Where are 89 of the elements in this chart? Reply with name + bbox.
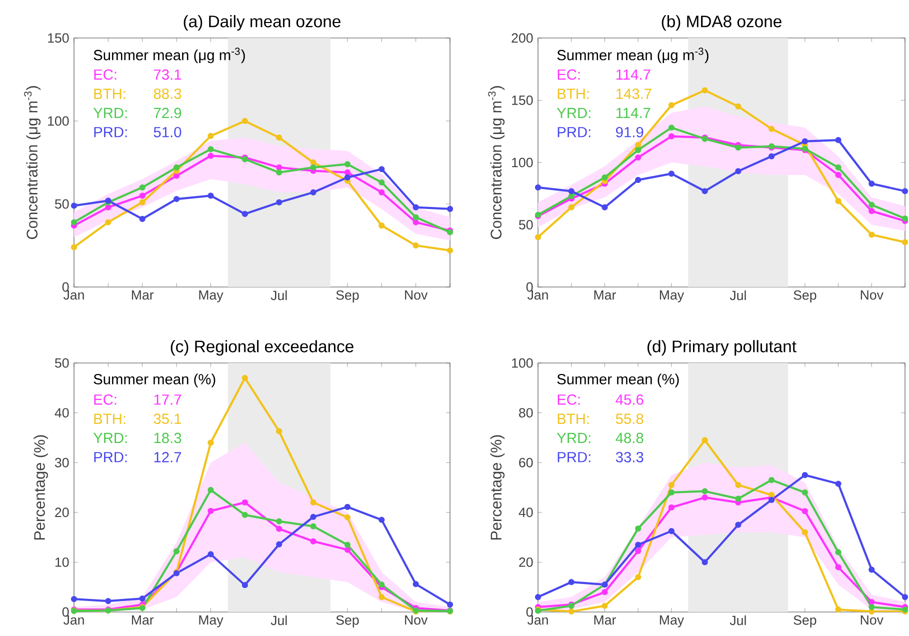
x-tick-label: Nov xyxy=(405,290,428,300)
chart-title: (c) Regional exceedance xyxy=(170,340,354,356)
annotation: 12.7 xyxy=(154,452,182,462)
x-tick-label: Mar xyxy=(132,290,154,300)
x-tick-label: Jan xyxy=(527,615,548,625)
annotation: 88.3 xyxy=(154,88,182,99)
y-tick-label: 0 xyxy=(526,282,533,292)
y-axis-title: Percentage (%) xyxy=(490,435,505,540)
y-tick-label: 20 xyxy=(55,508,69,518)
x-tick-label: Jan xyxy=(527,290,548,300)
text: BTH: xyxy=(558,414,589,424)
x-tick-label: Sep xyxy=(794,290,816,302)
text: YRD: xyxy=(556,108,590,118)
x-tick-label: Nov xyxy=(860,290,884,300)
x-tick-label: Nov xyxy=(405,615,428,625)
x-tick-label: May xyxy=(199,290,224,302)
x-tick-label: Jul xyxy=(730,290,746,300)
y-tick-label: 0 xyxy=(526,607,533,617)
y-tick-label: 50 xyxy=(519,220,533,230)
y-tick-label: 50 xyxy=(55,358,69,368)
y-tick-label: 40 xyxy=(518,508,533,518)
x-tick-label: May xyxy=(660,290,684,302)
y-tick-label: 100 xyxy=(512,358,533,368)
text: BTH: xyxy=(94,414,126,424)
x-tick-label: Jul xyxy=(730,615,746,626)
x-tick-label: Sep xyxy=(336,290,359,302)
annotation: 114.7 xyxy=(616,70,650,80)
annotation: 91.9 xyxy=(616,126,644,138)
y-tick-label: 0 xyxy=(62,282,69,292)
y-axis-title: Concentration (μg m$^{-3}$) xyxy=(24,86,41,239)
y-tick-label: 80 xyxy=(519,408,533,418)
text: PRD: xyxy=(94,127,127,138)
chart-title: (b) MDA8 ozone xyxy=(662,15,782,31)
text: BTH: xyxy=(558,88,589,99)
x-tick-label: May xyxy=(199,615,224,628)
annotation: 72.9 xyxy=(154,108,182,118)
y-axis-title: Percentage (%) xyxy=(34,435,48,540)
text: EC: xyxy=(94,69,116,80)
annotation: 45.6 xyxy=(616,394,644,405)
y-tick-label: 100 xyxy=(48,116,69,126)
x-tick-label: Sep xyxy=(794,615,816,628)
annotation: Summer mean (%) xyxy=(557,374,679,388)
x-tick-label: May xyxy=(660,615,684,628)
annotation: 143.7 xyxy=(616,88,652,99)
x-tick-label: Jan xyxy=(63,290,84,300)
y-tick-label: 50 xyxy=(55,199,69,209)
y-tick-label: 10 xyxy=(55,557,69,567)
y-tick-label: 30 xyxy=(54,458,69,468)
y-tick-label: 150 xyxy=(512,96,533,105)
annotation: 18.3 xyxy=(154,432,182,444)
x-tick-label: Jul xyxy=(270,615,287,626)
annotation: Summer mean (μg m$^{-3}$) xyxy=(557,48,708,64)
annotation: 114.7 xyxy=(616,108,650,118)
text: PRD: xyxy=(558,127,590,138)
x-tick-label: Nov xyxy=(860,615,884,625)
chart-title: (a) Daily mean ozone xyxy=(184,15,340,31)
text: YRD: xyxy=(556,432,590,443)
text: YRD: xyxy=(93,432,127,443)
y-tick-label: 150 xyxy=(48,33,69,43)
x-tick-label: Jan xyxy=(63,615,84,625)
annotation: 55.8 xyxy=(616,414,644,424)
y-tick-label: 100 xyxy=(512,158,533,168)
x-tick-label: Jul xyxy=(270,290,287,300)
x-tick-label: Mar xyxy=(594,290,616,300)
text: EC: xyxy=(558,69,580,80)
text: BTH: xyxy=(94,88,126,99)
annotation: Summer mean (μg m$^{-3}$) xyxy=(94,48,245,64)
text: EC: xyxy=(558,394,580,405)
annotation: 33.3 xyxy=(616,452,644,462)
annotation: 17.7 xyxy=(154,394,182,405)
y-tick-label: 20 xyxy=(519,557,533,567)
y-axis-title: Concentration (μg m$^{-3}$) xyxy=(488,86,505,239)
x-tick-label: Sep xyxy=(336,615,359,628)
chart-title: (d) Primary pollutant xyxy=(648,340,796,356)
y-tick-label: 200 xyxy=(512,33,533,43)
annotation: 48.8 xyxy=(616,432,644,444)
y-tick-label: 60 xyxy=(519,458,533,468)
annotation: 51.0 xyxy=(154,126,182,138)
text: PRD: xyxy=(558,452,590,462)
text: EC: xyxy=(94,394,116,405)
text: YRD: xyxy=(93,108,127,118)
text: PRD: xyxy=(94,452,127,462)
x-tick-label: Mar xyxy=(594,615,616,625)
y-tick-label: 0 xyxy=(62,607,69,617)
annotation: 73.1 xyxy=(154,69,182,80)
annotation: 35.1 xyxy=(154,414,182,424)
annotation: Summer mean (%) xyxy=(94,374,216,388)
y-tick-label: 40 xyxy=(54,408,69,418)
x-tick-label: Mar xyxy=(132,615,154,625)
